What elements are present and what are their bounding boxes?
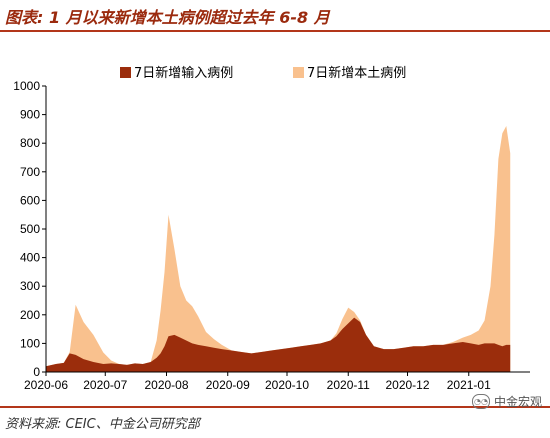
y-tick-label: 0: [33, 365, 40, 379]
x-tick-label: 2020-09: [206, 378, 250, 392]
page-title: 图表: 1 月以来新增本土病例超过去年 6-8 月: [5, 8, 330, 27]
x-tick-label: 2020-12: [385, 378, 429, 392]
watermark-label: 中金宏观: [493, 395, 542, 409]
legend-swatch-imported: [120, 67, 131, 78]
x-tick-label: 2020-08: [144, 378, 188, 392]
source-note: 资料来源: CEIC、中金公司研究部: [5, 417, 200, 432]
x-tick-label: 2020-11: [327, 378, 370, 392]
y-tick-label: 300: [20, 279, 40, 293]
plot-area: [46, 126, 511, 372]
series-imported-area: [46, 317, 511, 372]
x-tick-label: 2020-07: [83, 378, 127, 392]
y-tick-label: 600: [20, 193, 40, 207]
y-tick-label: 100: [20, 336, 40, 350]
legend-label-imported: 7日新增输入病例: [134, 65, 233, 81]
y-tick-label: 1000: [13, 79, 40, 93]
x-tick-label: 2020-06: [24, 378, 68, 392]
x-axis: 2020-06 2020-07 2020-08 2020-09 2020-10 2020-…: [24, 371, 530, 392]
x-tick-label: 2020-10: [265, 378, 309, 392]
watermark: ◔◔ 中金宏观: [471, 393, 542, 410]
footer-divider: [0, 406, 550, 408]
y-tick-label: 800: [20, 136, 40, 150]
x-tick-label: 2021-01: [447, 378, 491, 392]
legend: 7日新增输入病例 7日新增本土病例: [120, 65, 406, 81]
y-tick-label: 400: [20, 251, 40, 265]
title-divider: [0, 30, 550, 32]
y-tick-label: 900: [20, 108, 40, 122]
legend-label-local: 7日新增本土病例: [307, 65, 406, 81]
legend-swatch-local: [293, 67, 304, 78]
y-tick-label: 700: [20, 165, 40, 179]
wechat-icon: ◔◔: [471, 394, 490, 409]
y-axis: 0 100 200 300 400 500 600 700 800 900 1000: [13, 79, 47, 379]
series-local-area: [46, 126, 511, 372]
y-tick-label: 200: [20, 308, 40, 322]
y-tick-label: 500: [20, 222, 40, 236]
